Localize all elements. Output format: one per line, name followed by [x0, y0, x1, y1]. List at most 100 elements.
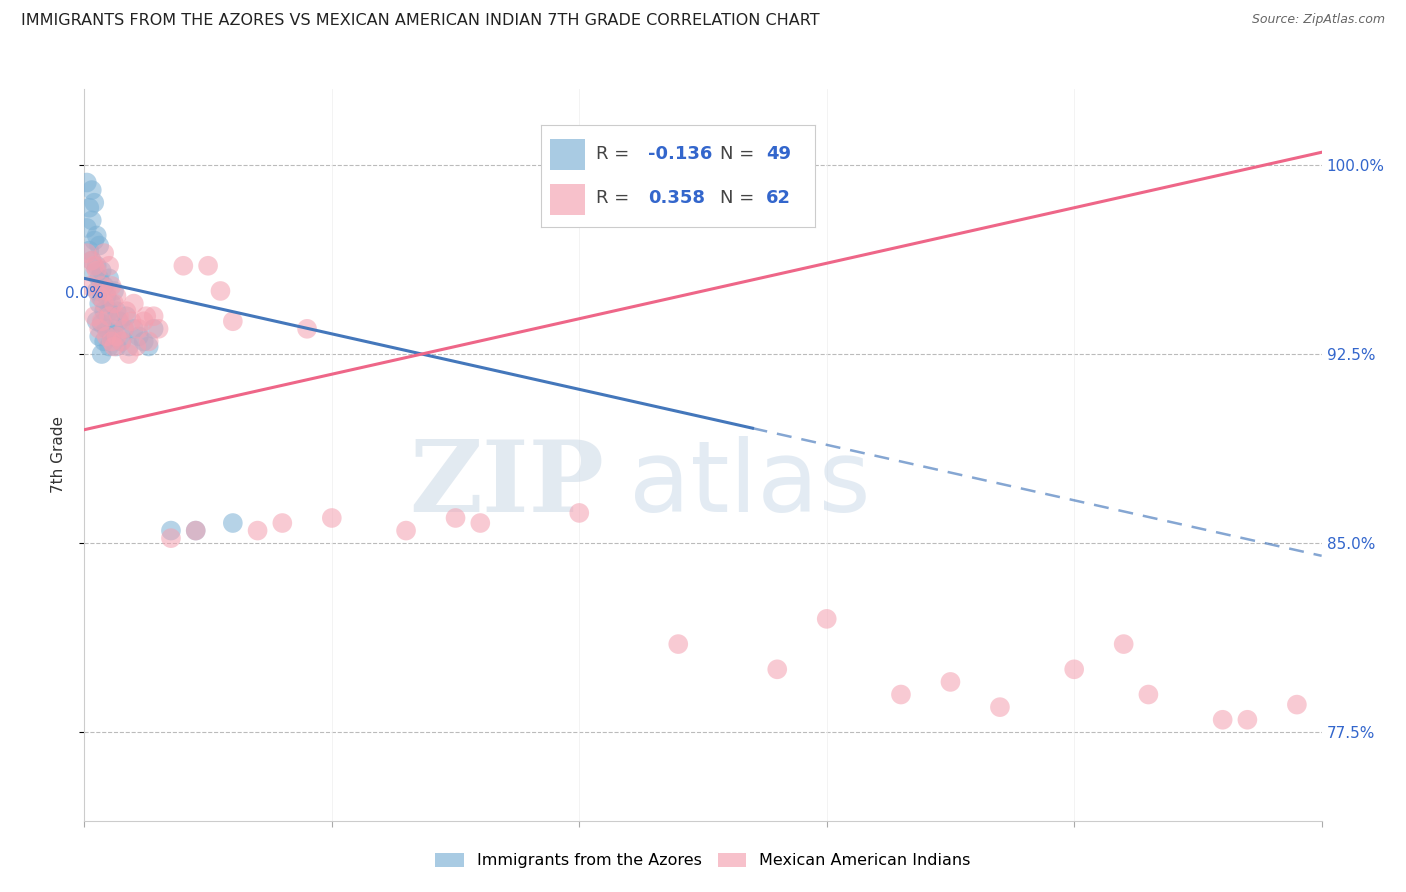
- Point: [105, 289, 128, 303]
- Point: [110, 334, 132, 349]
- Point: [444, 511, 467, 525]
- Point: [96, 284, 118, 298]
- Point: [83, 309, 105, 323]
- Point: [79, 201, 101, 215]
- Point: [96, 329, 118, 343]
- Point: [890, 688, 912, 702]
- Point: [83, 266, 105, 280]
- Point: [98, 259, 121, 273]
- Text: 0.0%: 0.0%: [65, 286, 104, 301]
- Text: N =: N =: [720, 145, 759, 163]
- Point: [103, 339, 125, 353]
- Point: [98, 304, 121, 318]
- Point: [138, 334, 160, 349]
- Point: [209, 284, 232, 298]
- Point: [160, 524, 183, 538]
- Point: [90, 279, 112, 293]
- Point: [96, 289, 118, 303]
- Point: [100, 329, 122, 343]
- Point: [93, 334, 115, 349]
- Y-axis label: 7th Grade: 7th Grade: [51, 417, 66, 493]
- Point: [115, 309, 138, 323]
- Point: [98, 271, 121, 285]
- Text: 49: 49: [766, 145, 792, 163]
- Point: [83, 234, 105, 248]
- Point: [160, 531, 183, 545]
- Point: [142, 309, 165, 323]
- Point: [115, 304, 138, 318]
- Point: [80, 253, 103, 268]
- Point: [100, 279, 122, 293]
- Point: [295, 322, 318, 336]
- Point: [76, 246, 98, 260]
- Point: [222, 314, 245, 328]
- Point: [80, 183, 103, 197]
- Point: [138, 339, 160, 353]
- Point: [86, 314, 108, 328]
- Point: [1112, 637, 1135, 651]
- Point: [1236, 713, 1258, 727]
- Point: [246, 524, 269, 538]
- Point: [80, 253, 103, 268]
- Bar: [550, 139, 585, 170]
- Point: [110, 334, 132, 349]
- Point: [86, 259, 108, 273]
- Text: N =: N =: [720, 189, 759, 207]
- Point: [321, 511, 343, 525]
- Point: [184, 524, 207, 538]
- Bar: [550, 185, 585, 215]
- Text: IMMIGRANTS FROM THE AZORES VS MEXICAN AMERICAN INDIAN 7TH GRADE CORRELATION CHAR: IMMIGRANTS FROM THE AZORES VS MEXICAN AM…: [21, 13, 820, 29]
- Text: Source: ZipAtlas.com: Source: ZipAtlas.com: [1251, 13, 1385, 27]
- Point: [197, 259, 219, 273]
- Point: [76, 176, 98, 190]
- Point: [89, 289, 111, 303]
- Point: [1063, 662, 1085, 676]
- Point: [89, 271, 111, 285]
- Point: [89, 296, 111, 310]
- Point: [89, 238, 111, 252]
- Point: [132, 334, 155, 349]
- Point: [122, 296, 145, 310]
- Point: [128, 329, 150, 343]
- Point: [172, 259, 194, 273]
- Point: [89, 322, 111, 336]
- Point: [86, 284, 108, 298]
- Point: [90, 317, 112, 331]
- Point: [93, 304, 115, 318]
- Point: [135, 309, 157, 323]
- Point: [1285, 698, 1308, 712]
- Point: [939, 674, 962, 689]
- Point: [122, 322, 145, 336]
- Point: [222, 516, 245, 530]
- Point: [112, 322, 135, 336]
- Point: [118, 347, 141, 361]
- Point: [90, 314, 112, 328]
- Text: ZIP: ZIP: [409, 435, 605, 533]
- Point: [105, 339, 128, 353]
- Text: R =: R =: [596, 145, 636, 163]
- Point: [132, 314, 155, 328]
- Point: [988, 700, 1011, 714]
- Point: [815, 612, 838, 626]
- Point: [766, 662, 789, 676]
- Point: [89, 329, 111, 343]
- Point: [1212, 713, 1234, 727]
- Text: -0.136: -0.136: [648, 145, 713, 163]
- Point: [90, 347, 112, 361]
- Point: [76, 221, 98, 235]
- Point: [470, 516, 492, 530]
- Point: [93, 296, 115, 310]
- Point: [93, 279, 115, 293]
- Text: 62: 62: [766, 189, 792, 207]
- Point: [79, 279, 101, 293]
- Point: [271, 516, 294, 530]
- Point: [128, 322, 150, 336]
- Point: [79, 244, 101, 258]
- Point: [666, 637, 689, 651]
- Point: [105, 304, 128, 318]
- Point: [83, 195, 105, 210]
- Point: [98, 309, 121, 323]
- Point: [103, 284, 125, 298]
- Point: [148, 322, 170, 336]
- Point: [108, 309, 131, 323]
